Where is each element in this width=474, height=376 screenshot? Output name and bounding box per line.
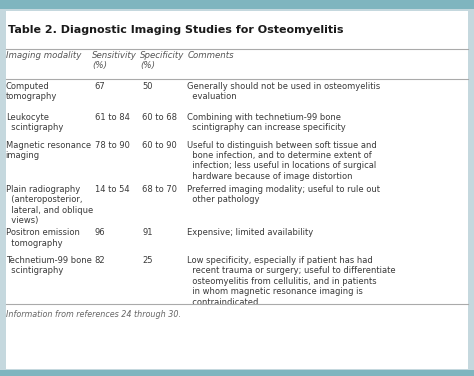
FancyBboxPatch shape [0, 370, 474, 376]
Text: 78 to 90: 78 to 90 [95, 141, 130, 150]
Text: 14 to 54: 14 to 54 [95, 185, 129, 194]
Text: Positron emission
  tomography: Positron emission tomography [6, 228, 80, 248]
Text: 96: 96 [95, 228, 105, 237]
Text: 25: 25 [142, 256, 153, 265]
Text: Information from references 24 through 30.: Information from references 24 through 3… [6, 310, 181, 319]
Text: Table 2. Diagnostic Imaging Studies for Osteomyelitis: Table 2. Diagnostic Imaging Studies for … [8, 25, 344, 35]
Text: Comments: Comments [187, 51, 234, 60]
Text: 68 to 70: 68 to 70 [142, 185, 177, 194]
Text: Expensive; limited availability: Expensive; limited availability [187, 228, 313, 237]
Text: Low specificity, especially if patient has had
  recent trauma or surgery; usefu: Low specificity, especially if patient h… [187, 256, 396, 307]
Text: Specificity
(%): Specificity (%) [140, 51, 184, 70]
Text: 60 to 68: 60 to 68 [142, 113, 177, 122]
Text: Generally should not be used in osteomyelitis
  evaluation: Generally should not be used in osteomye… [187, 82, 381, 101]
FancyBboxPatch shape [6, 11, 468, 369]
Text: Plain radiography
  (anteroposterior,
  lateral, and oblique
  views): Plain radiography (anteroposterior, late… [6, 185, 93, 225]
Text: Combining with technetium-99 bone
  scintigraphy can increase specificity: Combining with technetium-99 bone scinti… [187, 113, 346, 132]
Text: Computed
tomography: Computed tomography [6, 82, 57, 101]
Text: Imaging modality: Imaging modality [6, 51, 81, 60]
Text: Leukocyte
  scintigraphy: Leukocyte scintigraphy [6, 113, 63, 132]
Text: 91: 91 [142, 228, 153, 237]
Text: Sensitivity
(%): Sensitivity (%) [92, 51, 137, 70]
Text: 50: 50 [142, 82, 153, 91]
Text: 67: 67 [95, 82, 106, 91]
Text: Technetium-99 bone
  scintigraphy: Technetium-99 bone scintigraphy [6, 256, 91, 276]
Text: 82: 82 [95, 256, 105, 265]
Text: 60 to 90: 60 to 90 [142, 141, 177, 150]
Text: Preferred imaging modality; useful to rule out
  other pathology: Preferred imaging modality; useful to ru… [187, 185, 380, 205]
Text: Magnetic resonance
imaging: Magnetic resonance imaging [6, 141, 91, 160]
FancyBboxPatch shape [0, 0, 474, 9]
Text: 61 to 84: 61 to 84 [95, 113, 130, 122]
Text: Useful to distinguish between soft tissue and
  bone infection, and to determine: Useful to distinguish between soft tissu… [187, 141, 377, 181]
